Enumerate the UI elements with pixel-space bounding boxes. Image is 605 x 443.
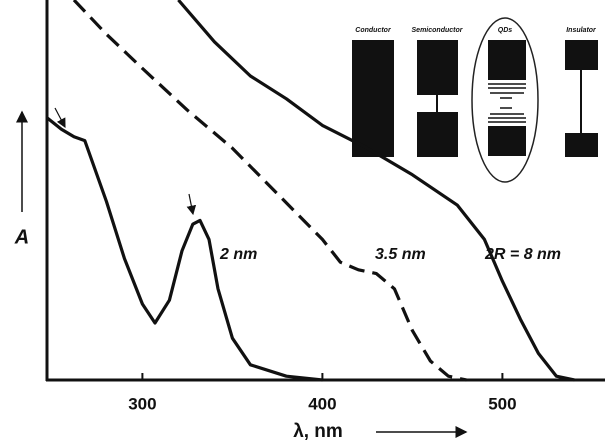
line: [177, 0, 575, 382]
x-tick-label: 400: [308, 394, 336, 413]
insulator-band: [565, 133, 598, 157]
inset-label: Insulator: [566, 27, 597, 34]
x-tick-label: 300: [128, 394, 156, 413]
insulator-band: [565, 40, 598, 70]
semiconductor-band: [417, 40, 458, 95]
qd-ellipse: [471, 17, 539, 183]
inset-label: Semiconductor: [412, 27, 464, 34]
x-tick-label: 500: [488, 394, 516, 413]
inset-label: QDs: [498, 27, 513, 34]
x-axis-label: λ, nm: [293, 421, 343, 442]
qd-band: [488, 40, 526, 80]
line: [72, 0, 467, 382]
qd-band: [488, 126, 526, 156]
series-label: 2 nm: [219, 246, 257, 263]
inset: Conductor Semiconductor QDs Insulator: [352, 17, 598, 183]
series-label: 2R = 8 nm: [484, 246, 561, 263]
inset-label: Conductor: [355, 27, 392, 34]
arrow: [186, 193, 197, 216]
y-axis-label: A: [14, 226, 29, 248]
conductor-band: [352, 40, 394, 157]
qd-levels: [488, 83, 526, 123]
line: [46, 116, 323, 382]
semiconductor-band: [417, 112, 458, 157]
arrow: [54, 107, 66, 129]
series-label: 3.5 nm: [375, 246, 426, 263]
